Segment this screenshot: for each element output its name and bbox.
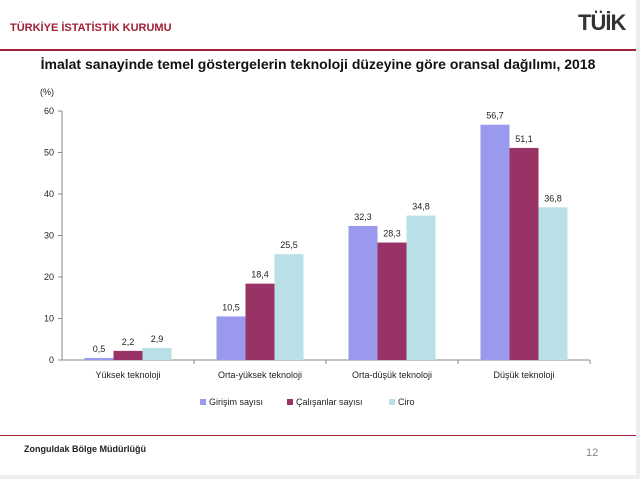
bar-ciro (406, 215, 436, 360)
data-label: 36,8 (544, 193, 562, 203)
bar--al-anlar-say-s- (509, 147, 539, 360)
page-number: 12 (586, 447, 599, 459)
bar-ciro (274, 254, 304, 360)
y-tick-label: 10 (44, 314, 54, 324)
data-label: 25,5 (280, 240, 298, 250)
data-label: 18,4 (251, 270, 269, 280)
data-label: 32,3 (354, 212, 372, 222)
legend-swatch (389, 399, 395, 405)
bar-giri-im-say-s- (84, 357, 114, 360)
bar--al-anlar-say-s- (377, 242, 407, 360)
x-tick-label: Düşük teknoloji (493, 370, 554, 380)
footer-divider (0, 435, 636, 436)
organization-name: TÜRKİYE İSTATİSTİK KURUMU (10, 22, 172, 34)
y-axis-label: (%) (40, 87, 54, 97)
bar-ciro (538, 207, 568, 360)
y-tick-label: 30 (44, 231, 54, 241)
legend-swatch (200, 399, 206, 405)
data-label: 28,3 (383, 229, 401, 239)
data-label: 0,5 (93, 344, 106, 354)
x-tick-label: Yüksek teknoloji (95, 370, 160, 380)
bar-giri-im-say-s- (480, 124, 510, 360)
legend-label: Çalışanlar sayısı (296, 397, 363, 407)
bar--al-anlar-say-s- (113, 350, 143, 360)
data-label: 56,7 (486, 111, 504, 121)
legend-swatch (287, 399, 293, 405)
bar-giri-im-say-s- (216, 316, 246, 360)
y-tick-label: 60 (44, 106, 54, 116)
data-label: 2,9 (151, 334, 164, 344)
legend-label: Ciro (398, 397, 415, 407)
chart-title: İmalat sanayinde temel göstergelerin tek… (40, 56, 596, 72)
header-divider (0, 49, 636, 51)
y-tick-label: 40 (44, 189, 54, 199)
x-tick-label: Orta-yüksek teknoloji (218, 370, 302, 380)
data-label: 51,1 (515, 134, 533, 144)
footer-office: Zonguldak Bölge Müdürlüğü (24, 444, 146, 454)
legend-label: Girişim sayısı (209, 397, 263, 407)
data-label: 34,8 (412, 202, 430, 212)
y-tick-label: 20 (44, 272, 54, 282)
bar-chart: (%) 0 10 20 30 40 50 60 Yüksek teknoloji 0,5 2,2 2,… (40, 87, 591, 407)
x-tick-label: Orta-düşük teknoloji (352, 370, 432, 380)
y-tick-label: 0 (49, 355, 54, 365)
data-label: 2,2 (122, 337, 135, 347)
tuik-logo: TÜİK (578, 10, 626, 35)
bar-giri-im-say-s- (348, 225, 378, 360)
y-tick-label: 50 (44, 148, 54, 158)
data-label: 10,5 (222, 302, 240, 312)
bar--al-anlar-say-s- (245, 283, 275, 360)
bar-ciro (142, 347, 172, 360)
